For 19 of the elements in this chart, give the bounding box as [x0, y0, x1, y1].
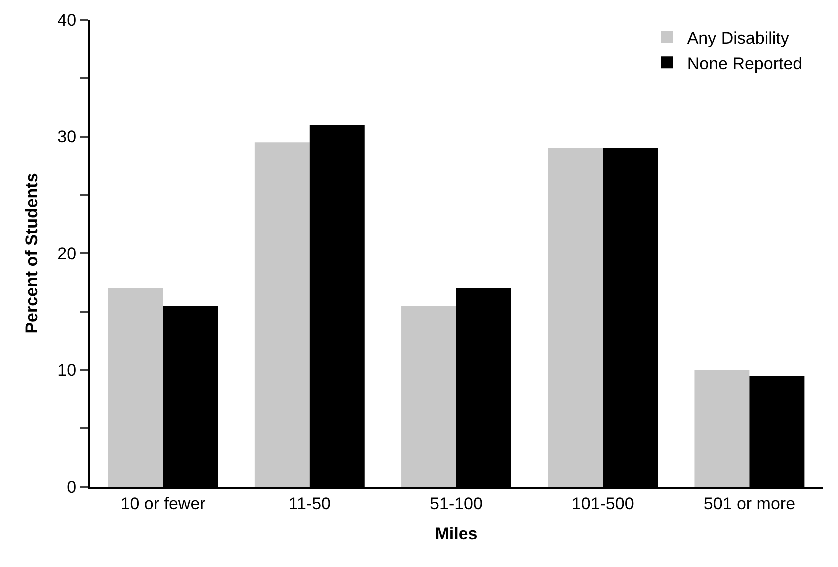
- bar: [108, 288, 164, 487]
- bar: [694, 370, 750, 487]
- x-tick-label: 11-50: [288, 494, 332, 514]
- bar: [254, 142, 310, 487]
- legend-label: None Reported: [687, 54, 803, 74]
- x-axis-title: Miles: [435, 524, 478, 544]
- x-tick-label: 101-500: [572, 494, 634, 514]
- y-tick-label: 10: [58, 361, 77, 380]
- y-tick-label: 30: [58, 128, 77, 147]
- y-tick-label: 20: [58, 244, 77, 264]
- x-tick-label: 51-100: [430, 494, 483, 514]
- y-axis-title: Percent of Students: [22, 173, 42, 334]
- y-tick-label: 0: [67, 478, 77, 497]
- bar: [548, 148, 604, 487]
- x-tick-label: 501 or more: [704, 494, 796, 514]
- legend-label: Any Disability: [687, 29, 790, 48]
- bar: [402, 306, 456, 487]
- x-tick-label: 10 or fewer: [120, 494, 206, 514]
- y-tick-label: 40: [58, 10, 77, 30]
